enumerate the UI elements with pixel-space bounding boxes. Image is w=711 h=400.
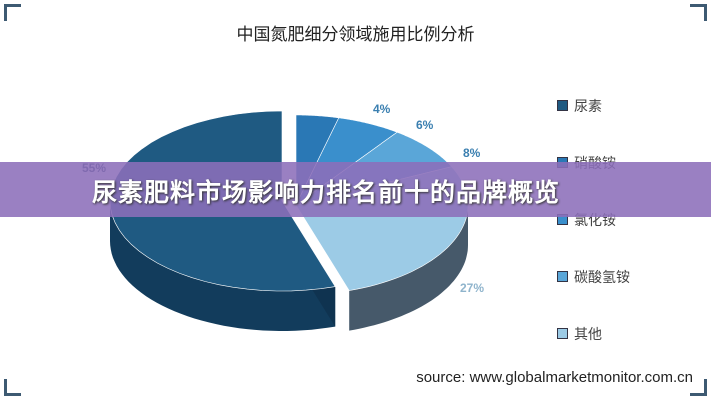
corner-bracket xyxy=(690,4,707,21)
overlay-banner: 尿素肥料市场影响力排名前十的品牌概览 xyxy=(0,162,711,217)
data-label: 4% xyxy=(373,102,391,116)
legend-item: 其他 xyxy=(557,324,630,381)
legend-swatch xyxy=(557,100,568,111)
legend-swatch xyxy=(557,328,568,339)
legend: 尿素硝酸铵氯化铵碳酸氢铵其他 xyxy=(557,96,630,381)
corner-bracket xyxy=(690,379,707,396)
data-label: 8% xyxy=(463,146,481,160)
slice-side xyxy=(110,201,336,331)
legend-item: 碳酸氢铵 xyxy=(557,267,630,324)
legend-swatch xyxy=(557,271,568,282)
slice-side xyxy=(349,205,468,331)
data-label: 6% xyxy=(416,118,434,132)
legend-item: 尿素 xyxy=(557,96,630,153)
banner-text: 尿素肥料市场影响力排名前十的品牌概览 xyxy=(92,178,561,207)
data-label: 27% xyxy=(460,281,484,295)
source-text: source: www.globalmarketmonitor.com.cn xyxy=(416,369,693,386)
legend-label: 尿素 xyxy=(574,99,602,115)
corner-bracket xyxy=(4,4,21,21)
legend-label: 氯化铵 xyxy=(574,213,616,229)
legend-label: 其他 xyxy=(574,327,602,343)
legend-label: 碳酸氢铵 xyxy=(574,270,630,286)
legend-item: 氯化铵 xyxy=(557,210,630,267)
corner-bracket xyxy=(4,379,21,396)
chart-title: 中国氮肥细分领域施用比例分析 xyxy=(236,25,475,45)
